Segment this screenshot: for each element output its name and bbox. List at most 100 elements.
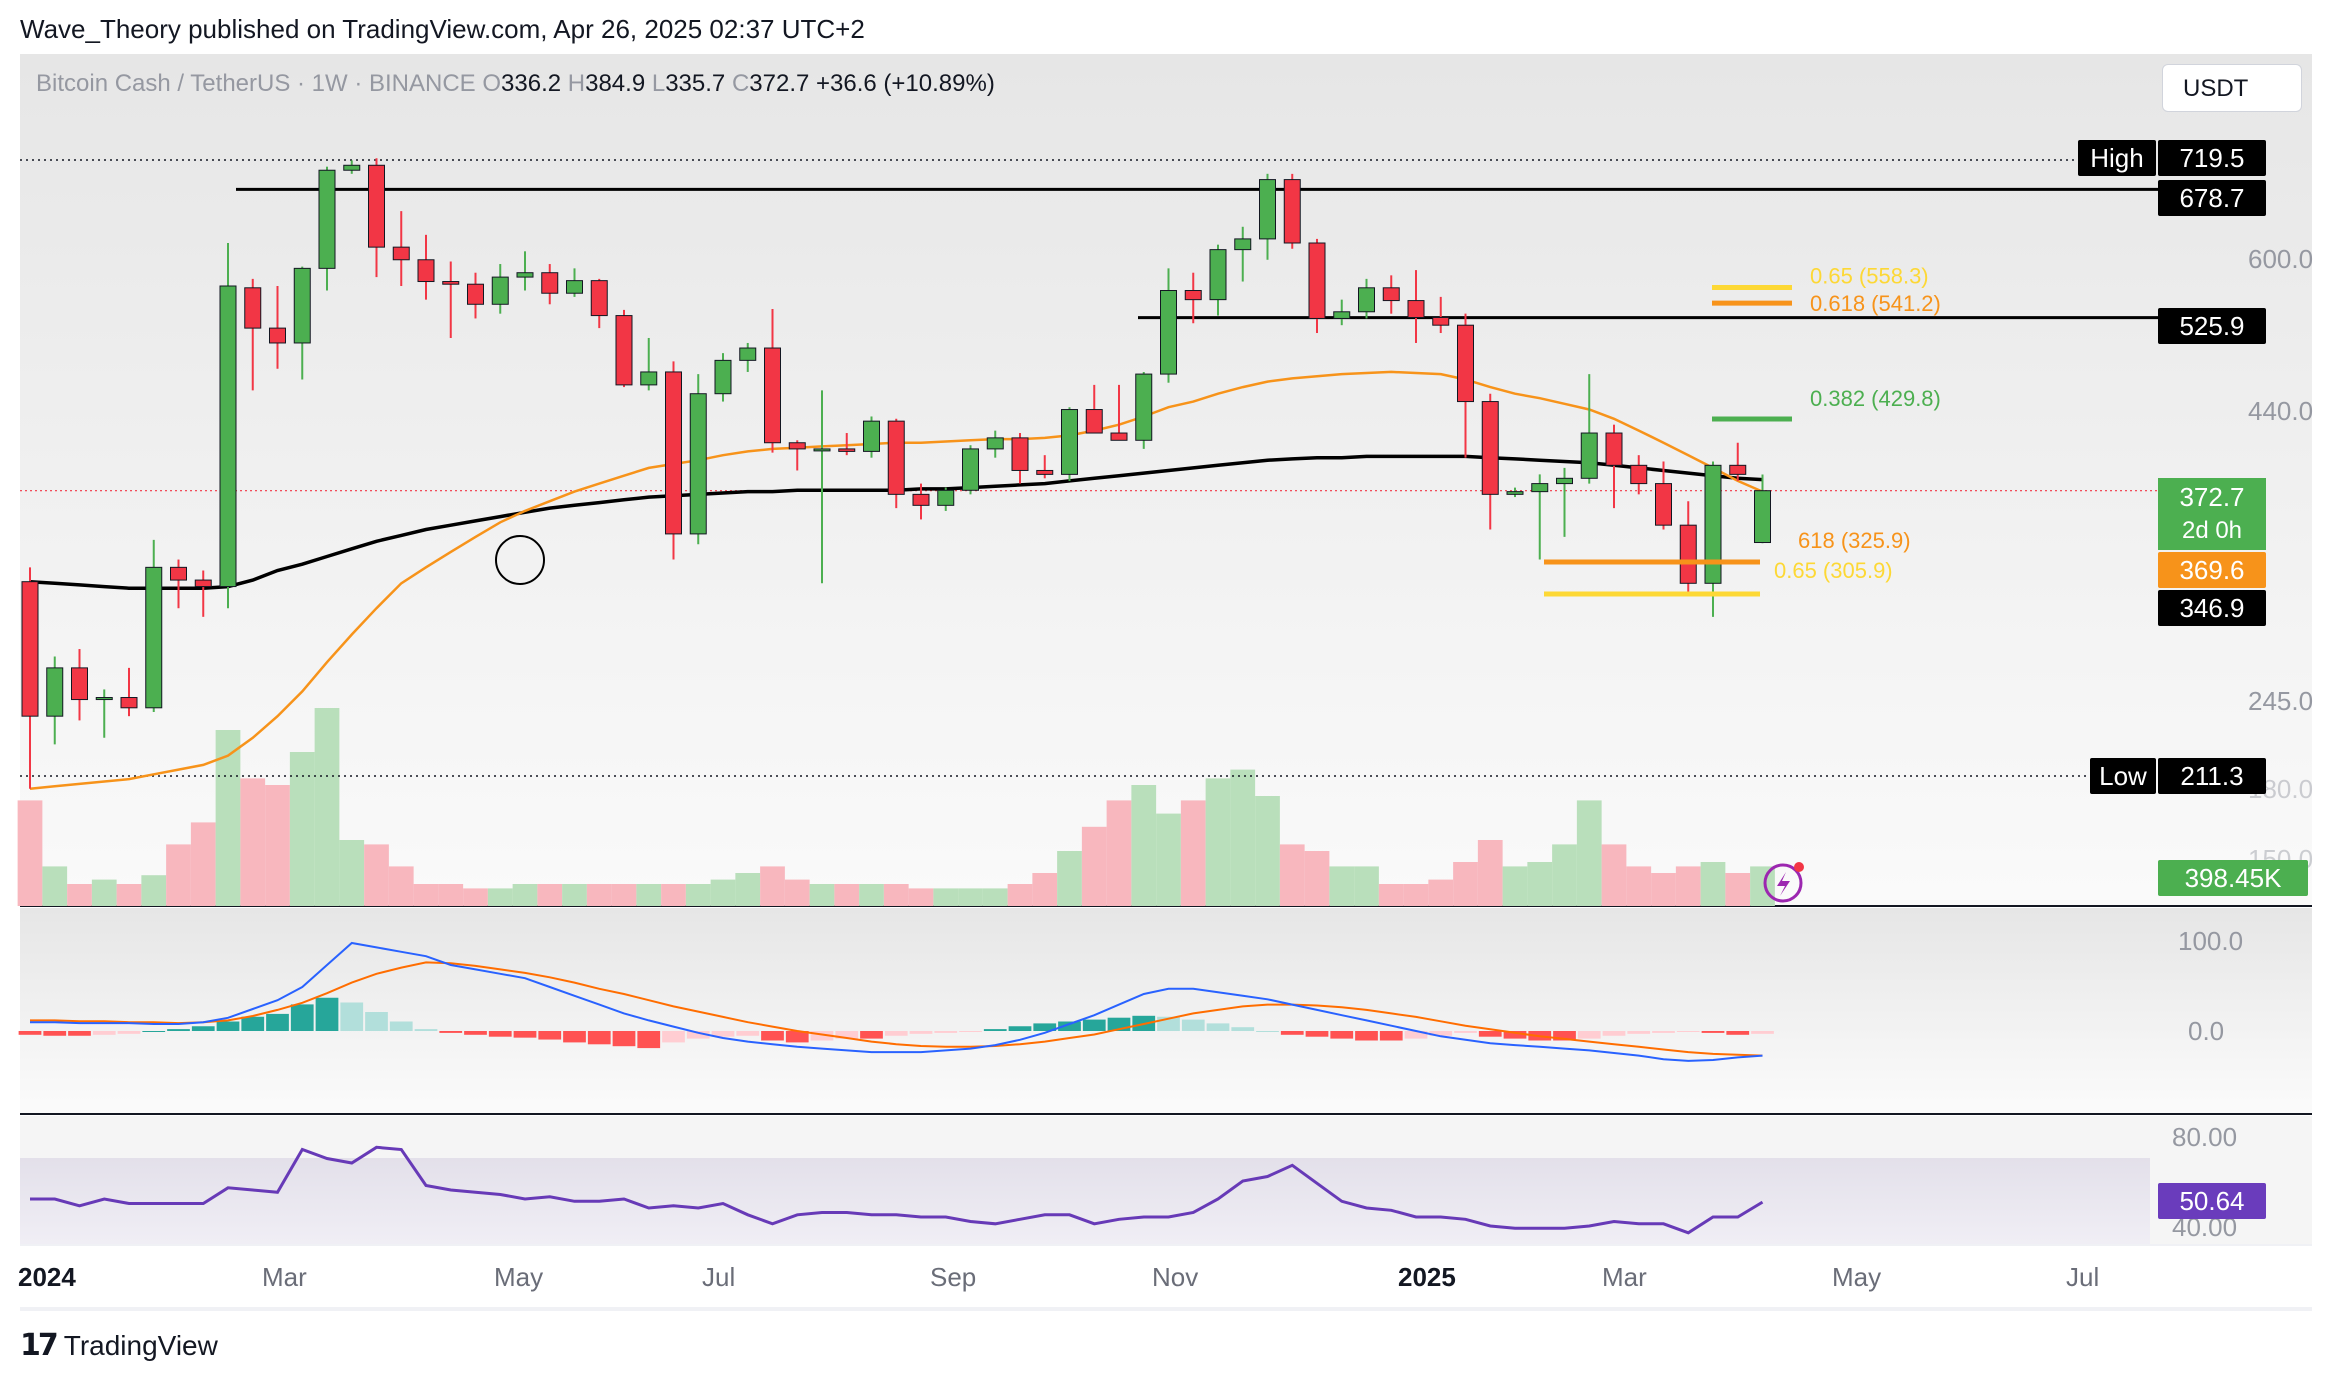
volume-bar (1502, 866, 1528, 906)
volume-bar (1725, 873, 1751, 906)
candle-body (1457, 324, 1474, 403)
macd-histogram-bar (587, 1031, 611, 1045)
candle-body (1333, 311, 1351, 319)
symbol-name[interactable]: Bitcoin Cash / TetherUS · 1W · BINANCE (36, 70, 476, 97)
ema-black-label-bg (2158, 590, 2266, 626)
low-value-label: 211.3 (2180, 761, 2243, 791)
macd-axis-tick: 0.0 (2188, 1016, 2224, 1046)
macd-histogram-bar (488, 1031, 512, 1037)
candle-body (640, 371, 658, 386)
macd-histogram-bar (1082, 1019, 1106, 1031)
volume-bar (1626, 866, 1652, 906)
volume-bar (1279, 844, 1305, 906)
macd-histogram-bar (860, 1031, 883, 1039)
macd-histogram-bar (1330, 1031, 1354, 1039)
volume-bar (1378, 884, 1404, 906)
macd-histogram-bar (464, 1031, 487, 1035)
volume-bar (1601, 844, 1627, 906)
last-price-label: 372.7 (2179, 482, 2244, 512)
macd-histogram-bar (711, 1031, 735, 1037)
main-pane-bg (20, 54, 2312, 906)
macd-histogram-bar (662, 1031, 685, 1043)
volume-bar (240, 778, 266, 906)
candle-body (1160, 290, 1177, 375)
volume-bar (883, 884, 909, 906)
candle-body (1382, 287, 1400, 302)
macd-histogram-bar (1355, 1031, 1378, 1041)
candle-body (1308, 242, 1326, 319)
volume-bar (339, 840, 365, 906)
volume-bar (760, 866, 785, 906)
candle-body (764, 347, 781, 444)
macd-histogram-bar (1602, 1031, 1626, 1036)
time-axis[interactable]: 2024 Mar May Jul Sep Nov 2025 Mar May Jul (18, 1262, 2312, 1311)
rsi-band (20, 1158, 2150, 1244)
macd-histogram-bar (909, 1031, 933, 1034)
macd-histogram-bar (92, 1031, 116, 1035)
currency-button[interactable]: USDT (2162, 64, 2302, 112)
volume-bar (586, 884, 612, 906)
rsi-line (30, 1145, 1764, 1235)
open-key: O (482, 70, 502, 97)
macd-histogram-bar (117, 1031, 141, 1034)
time-axis-label: 2025 (1398, 1262, 1456, 1292)
volume-bar (1329, 866, 1355, 906)
close-value: 372.7 (749, 70, 810, 97)
volume-bar (1180, 800, 1206, 906)
circle-annotation[interactable] (495, 535, 545, 585)
volume-bar (1354, 866, 1379, 906)
macd-histogram-bar (1206, 1023, 1230, 1031)
macd-histogram-bar (1305, 1031, 1329, 1037)
volume-bar (1205, 778, 1231, 906)
volume-bar (1304, 851, 1330, 906)
candle-body (21, 581, 39, 717)
macd-histogram-bar (1008, 1026, 1032, 1031)
low-key: L (651, 70, 666, 97)
low-label: Low (2099, 761, 2147, 791)
macd-line (30, 941, 1763, 1062)
macd-histogram-bar (216, 1021, 240, 1031)
level-label-bg (2158, 308, 2266, 344)
candle-body (739, 347, 757, 361)
volume-bar (933, 888, 959, 906)
candle-body (665, 371, 682, 535)
candle-body (838, 448, 856, 452)
macd-histogram-bar (18, 1031, 42, 1035)
fib-label: 0.65 (305.9) (1774, 558, 1893, 583)
candle-body (491, 276, 509, 305)
candle-body (1234, 238, 1252, 251)
candle-body (1506, 491, 1524, 495)
macd-indicator (18, 941, 1774, 1062)
fib-label-hidden: 0.65 (558.3) (1810, 264, 1929, 289)
macd-histogram-bar (1404, 1031, 1428, 1039)
volume-bar (636, 884, 662, 906)
macd-histogram-bar (1256, 1031, 1279, 1032)
price-axis-tick: 440.0 (2248, 396, 2313, 426)
volume-bar (982, 888, 1008, 906)
macd-histogram-bar (1058, 1021, 1081, 1031)
price-axis-tick: 600.0 (2248, 244, 2313, 274)
volume-bar (364, 844, 389, 906)
candle-body (120, 697, 138, 709)
volume-bar (1527, 862, 1553, 906)
candlesticks[interactable] (21, 158, 1771, 789)
candle-body (937, 489, 955, 506)
rsi-value-label-bg (2158, 1183, 2266, 1219)
candle-body (1754, 490, 1771, 544)
volume-bar (388, 866, 414, 906)
replay-icon[interactable] (1763, 862, 1804, 903)
macd-histogram-bar (266, 1013, 289, 1031)
fibonacci-drawings[interactable]: 0.65 (558.3)0.618 (541.2) 0.382 (429.8) 61… (1544, 264, 1941, 597)
candle-body (1556, 477, 1573, 485)
candle-body (392, 246, 410, 261)
volume-bar (1576, 800, 1602, 906)
candle-body (863, 420, 880, 452)
close-key: C (731, 70, 750, 97)
macd-histogram-bar (1553, 1031, 1576, 1041)
tradingview-logo[interactable]: 17 TradingView (20, 1328, 218, 1363)
volume-bar (463, 888, 488, 906)
volume-bar (1131, 785, 1157, 906)
volume-bar (487, 888, 513, 906)
